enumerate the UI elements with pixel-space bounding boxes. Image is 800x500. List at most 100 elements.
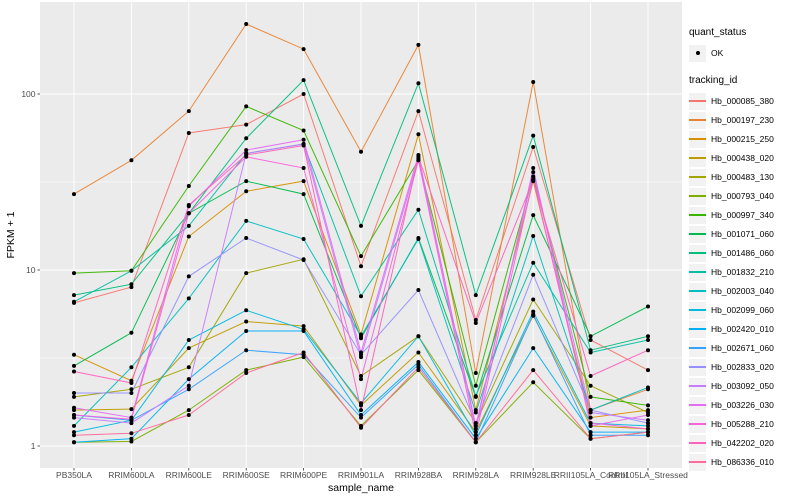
legend-item-label: Hb_000438_020 (711, 153, 774, 163)
data-point (473, 410, 478, 415)
data-point (473, 318, 478, 322)
legend-key (689, 415, 706, 433)
legend-key (689, 358, 706, 376)
data-point (186, 383, 191, 388)
data-point (72, 405, 76, 410)
data-point (72, 430, 76, 435)
data-point (244, 371, 249, 375)
legend-item-Hb_000197_230: Hb_000197_230 (689, 111, 799, 129)
legend-key (689, 111, 706, 129)
data-point (244, 136, 249, 141)
data-point (531, 312, 536, 317)
data-point (531, 213, 536, 218)
data-point (588, 394, 593, 399)
data-point (301, 92, 306, 96)
data-point (646, 413, 650, 417)
y-tick-label: 1 (31, 441, 36, 451)
data-point (588, 436, 593, 441)
data-point (72, 369, 76, 374)
data-point (588, 421, 593, 426)
legend-item-label: Hb_086336_010 (711, 457, 774, 467)
data-point (244, 122, 249, 127)
data-point (186, 296, 191, 301)
legend-key-line-icon (689, 100, 706, 102)
data-point (186, 365, 191, 370)
data-point (473, 433, 478, 438)
legend-item-Hb_001832_210: Hb_001832_210 (689, 263, 799, 281)
data-point (359, 223, 363, 228)
data-point (646, 334, 650, 339)
legend-item-Hb_000483_130: Hb_000483_130 (689, 168, 799, 186)
data-point (531, 297, 536, 302)
x-tick-label: RRIM600LE (166, 470, 213, 480)
data-point (186, 346, 191, 351)
data-point (244, 22, 249, 26)
data-point (72, 394, 76, 399)
data-point (301, 192, 306, 197)
data-point (186, 408, 191, 413)
data-point (186, 387, 191, 392)
data-point (301, 179, 306, 184)
data-point (129, 436, 134, 441)
tracking-id-legend-items: Hb_000085_380 Hb_000197_230 Hb_000215_250 H… (689, 92, 799, 471)
legend-key (689, 453, 706, 471)
data-point (416, 288, 421, 292)
x-tick-label: RRIM600LA (108, 470, 155, 480)
data-point (588, 433, 593, 438)
data-point (129, 158, 134, 163)
legend: quant_status OK tracking_id Hb_000085_38… (689, 27, 799, 472)
legend-item-label: Hb_000793_040 (711, 191, 774, 201)
data-point (416, 158, 421, 163)
data-point (186, 223, 191, 228)
data-point (473, 421, 478, 426)
legend-item-ok: OK (689, 44, 799, 62)
data-point (301, 143, 306, 148)
data-point (359, 264, 363, 269)
legend-key (689, 130, 706, 148)
legend-key (689, 168, 706, 186)
legend-item-Hb_003226_030: Hb_003226_030 (689, 396, 799, 414)
data-point (359, 254, 363, 259)
legend-item-label: Hb_005288_210 (711, 419, 774, 429)
data-point (359, 374, 363, 378)
data-point (186, 413, 191, 417)
data-point (244, 236, 249, 240)
data-point (186, 377, 191, 382)
data-point (416, 237, 421, 241)
data-point (129, 421, 134, 426)
legend-key-line-icon (689, 176, 706, 178)
data-point (72, 433, 76, 438)
legend-key (689, 225, 706, 243)
legend-item-Hb_002671_060: Hb_002671_060 (689, 339, 799, 357)
x-tick-label: PB350LA (56, 470, 92, 480)
data-point (244, 218, 249, 223)
legend-item-Hb_005288_210: Hb_005288_210 (689, 415, 799, 433)
data-point (244, 348, 249, 353)
data-point (646, 348, 650, 353)
x-tick-label: RRII105LA_Stressed (608, 470, 688, 480)
data-point (588, 410, 593, 415)
data-point (359, 401, 363, 406)
legend-key-line-icon (689, 385, 706, 387)
data-point (244, 329, 249, 333)
data-point (129, 391, 134, 395)
data-point (646, 433, 650, 438)
data-point (588, 383, 593, 388)
legend-item-label: Hb_001486_060 (711, 248, 774, 258)
legend-item-Hb_000438_020: Hb_000438_020 (689, 149, 799, 167)
x-tick-label: RRIM600PE (280, 470, 328, 480)
data-point (186, 274, 191, 279)
data-point (531, 380, 536, 385)
legend-key (689, 396, 706, 414)
data-point (186, 234, 191, 239)
legend-key-line-icon (689, 442, 706, 444)
legend-item-Hb_002003_040: Hb_002003_040 (689, 282, 799, 300)
x-tick-label: RRIM901LA (338, 470, 385, 480)
data-point (531, 272, 536, 277)
data-point (129, 387, 134, 392)
data-point (129, 330, 134, 335)
data-point (129, 407, 134, 412)
data-point (473, 423, 478, 428)
data-point (359, 350, 363, 355)
